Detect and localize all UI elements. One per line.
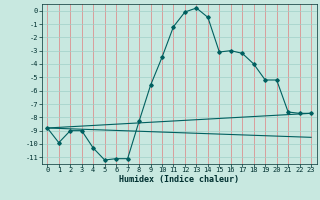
X-axis label: Humidex (Indice chaleur): Humidex (Indice chaleur) [119, 175, 239, 184]
